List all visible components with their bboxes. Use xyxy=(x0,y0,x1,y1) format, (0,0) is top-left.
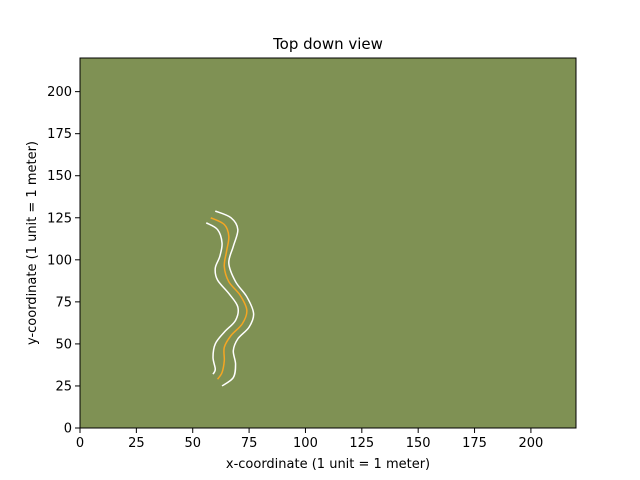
x-tick-label: 150 xyxy=(406,436,431,451)
chart-title: Top down view xyxy=(272,35,383,53)
x-tick-label: 125 xyxy=(349,436,374,451)
y-tick-label: 125 xyxy=(47,211,72,226)
y-tick-label: 200 xyxy=(47,85,72,100)
y-tick-label: 0 xyxy=(64,422,72,437)
x-tick-label: 100 xyxy=(293,436,318,451)
y-tick-label: 175 xyxy=(47,127,72,142)
y-axis-label: y-coordinate (1 unit = 1 meter) xyxy=(25,141,40,345)
x-tick-label: 175 xyxy=(462,436,487,451)
x-tick-label: 75 xyxy=(241,436,258,451)
series-line-center-line xyxy=(210,217,248,380)
x-axis: 0 25 50 75 100 125 150 175 200 xyxy=(76,428,543,451)
x-tick-label: 25 xyxy=(128,436,145,451)
y-tick-label: 150 xyxy=(47,169,72,184)
y-tick-label: 50 xyxy=(55,337,72,352)
y-tick-label: 100 xyxy=(47,253,72,268)
x-axis-label: x-coordinate (1 unit = 1 meter) xyxy=(226,457,430,472)
x-tick-label: 0 xyxy=(76,436,84,451)
series-line-left-edge xyxy=(205,222,240,375)
y-axis: 0 25 50 75 100 125 150 175 200 xyxy=(47,85,80,437)
x-tick-label: 200 xyxy=(518,436,543,451)
series-layer xyxy=(205,210,255,387)
x-tick-label: 50 xyxy=(184,436,201,451)
y-tick-label: 75 xyxy=(55,295,72,310)
series-line-right-edge xyxy=(214,210,255,387)
plot-area xyxy=(79,57,577,429)
y-tick-label: 25 xyxy=(55,379,72,394)
